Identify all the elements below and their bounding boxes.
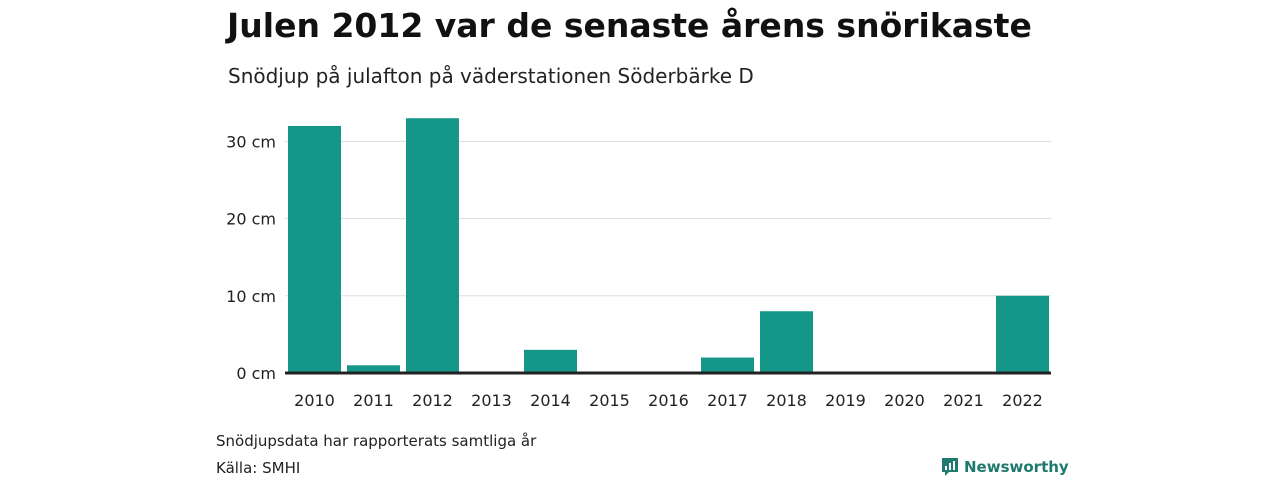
y-tick-label: 0 cm: [236, 364, 276, 383]
x-tick-label: 2022: [1002, 391, 1043, 410]
newsworthy-logo-icon: [942, 458, 958, 476]
source-note: Källa: SMHI: [216, 459, 301, 477]
x-tick-label: 2011: [353, 391, 394, 410]
chart-subtitle: Snödjup på julafton på väderstationen Sö…: [228, 64, 754, 88]
brand-name: Newsworthy: [964, 458, 1069, 476]
bar-2010[interactable]: [288, 125, 341, 374]
x-tick-label: 2017: [707, 391, 748, 410]
bar-2017[interactable]: [701, 357, 754, 373]
x-tick-label: 2014: [530, 391, 571, 410]
x-tick-label: 2015: [589, 391, 630, 410]
chart-title: Julen 2012 var de senaste årens snörikas…: [227, 6, 1032, 45]
bar-2011[interactable]: [347, 365, 400, 373]
y-tick-label: 10 cm: [226, 287, 276, 306]
x-tick-label: 2018: [766, 391, 807, 410]
bar-2014[interactable]: [524, 349, 577, 373]
x-tick-label: 2013: [471, 391, 512, 410]
bar-2018[interactable]: [760, 311, 813, 373]
bar-2022[interactable]: [996, 295, 1049, 373]
x-tick-label: 2010: [294, 391, 335, 410]
bar-2012[interactable]: [406, 118, 459, 374]
x-tick-label: 2016: [648, 391, 689, 410]
footnote: Snödjupsdata har rapporterats samtliga å…: [216, 432, 537, 450]
x-tick-label: 2012: [412, 391, 453, 410]
brand-logo[interactable]: Newsworthy: [941, 457, 1069, 477]
x-tick-label: 2020: [884, 391, 925, 410]
y-tick-label: 20 cm: [226, 210, 276, 229]
x-tick-label: 2019: [825, 391, 866, 410]
y-tick-label: 30 cm: [226, 132, 276, 151]
x-tick-label: 2021: [943, 391, 984, 410]
